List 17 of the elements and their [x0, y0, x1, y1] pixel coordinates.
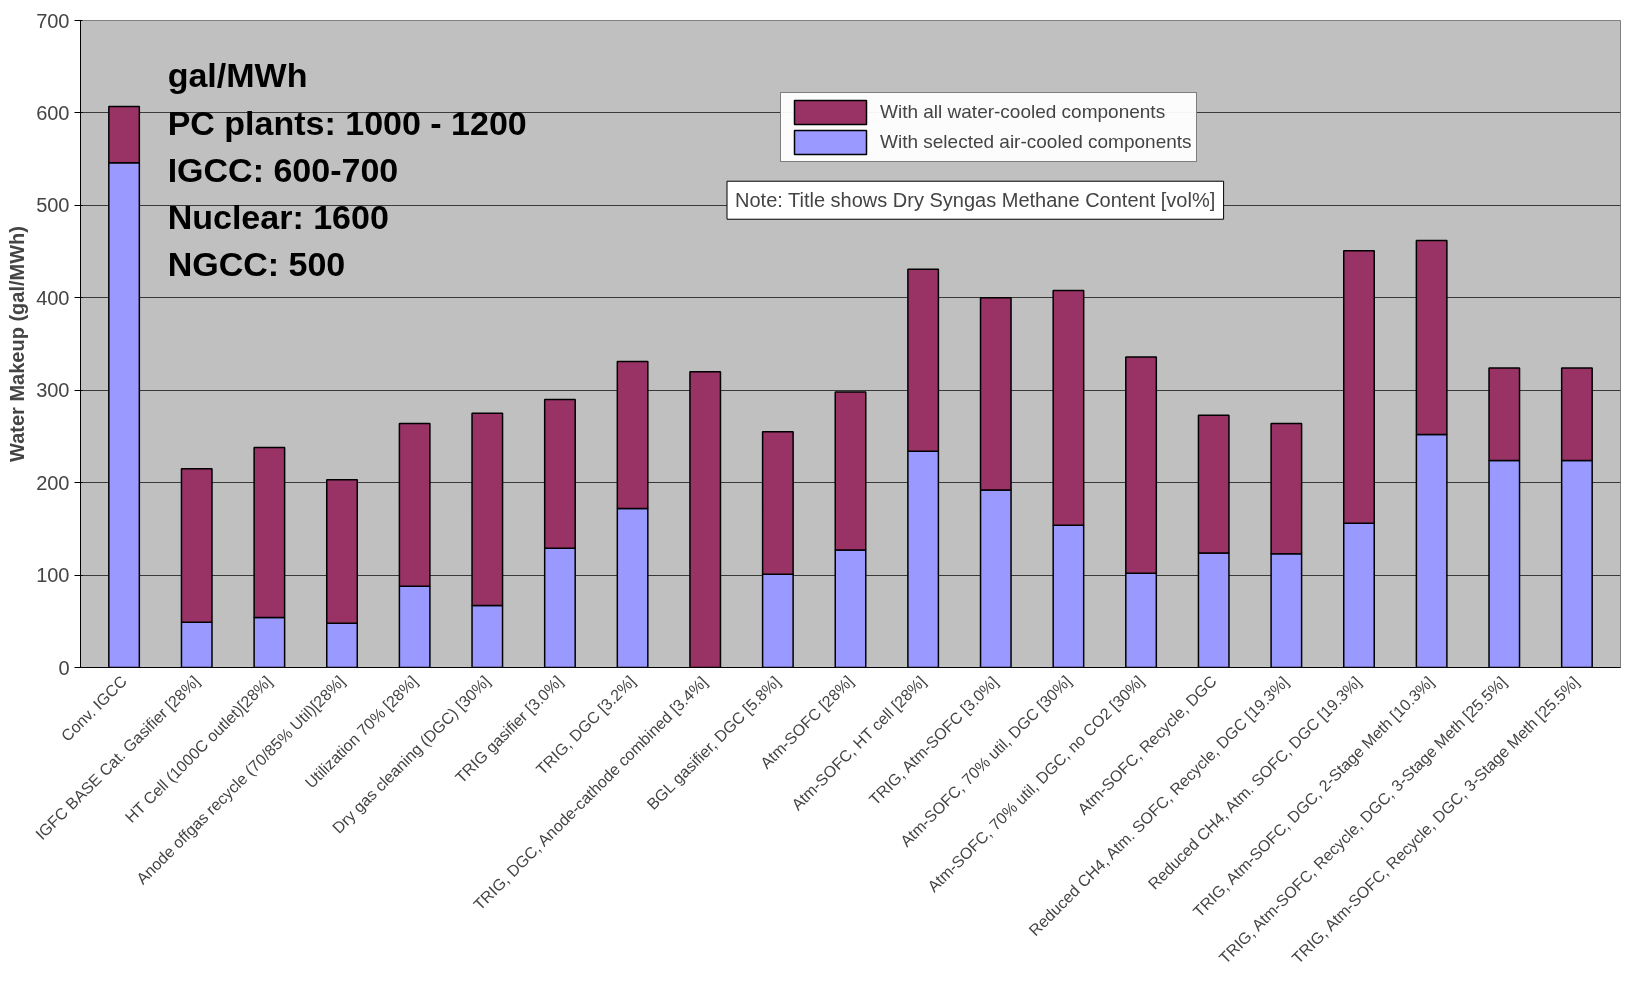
annotation: NGCC: 500: [167, 245, 346, 283]
annotation: Nuclear: 1600: [167, 197, 389, 236]
y-tick-label: 200: [36, 471, 70, 494]
y-tick-label: 500: [36, 194, 70, 217]
annotation: IGCC: 600-700: [167, 150, 399, 189]
annotation: gal/MWh: [167, 56, 308, 95]
legend-label: With all water-cooled components: [880, 101, 1166, 123]
legend-label: With selected air-cooled components: [880, 131, 1192, 153]
annotation: PC plants: 1000 - 1200: [167, 103, 527, 142]
y-tick-label: 700: [36, 9, 70, 32]
y-tick-label: 100: [36, 564, 70, 587]
y-tick-label: 0: [58, 656, 70, 679]
y-tick-label: 400: [36, 286, 70, 309]
y-tick-label: 600: [36, 101, 70, 124]
y-axis-title: Water Makeup (gal/MWh): [6, 226, 29, 462]
annotation: Note: Title shows Dry Syngas Methane Content [vol%]: [735, 189, 1216, 212]
y-tick-label: 300: [36, 379, 70, 402]
